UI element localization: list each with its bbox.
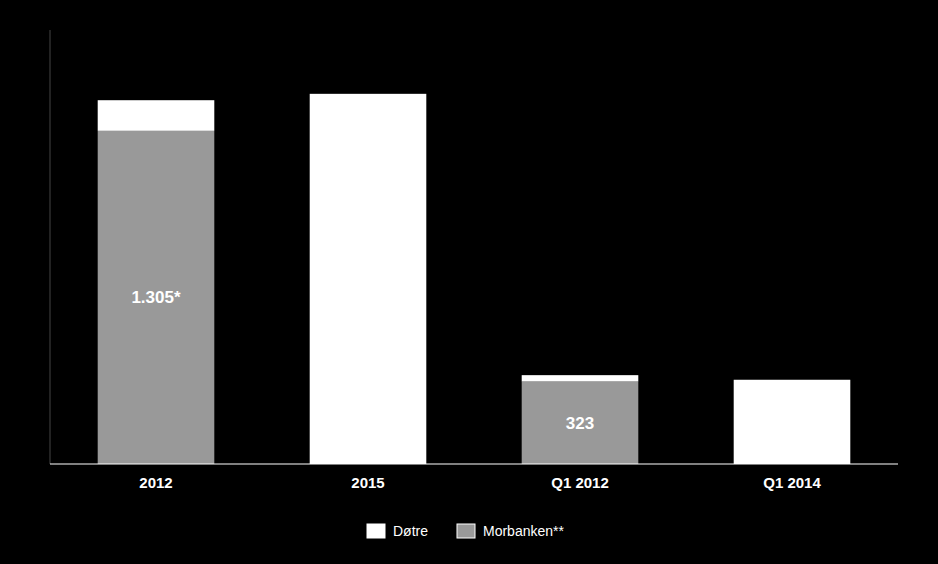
bar-segment xyxy=(522,382,639,464)
bar-segment xyxy=(522,375,639,381)
x-axis-line xyxy=(50,463,898,464)
legend-swatch xyxy=(457,524,475,538)
bar-segment xyxy=(734,380,851,464)
legend-swatch xyxy=(367,524,385,538)
bar-segment xyxy=(98,100,215,131)
legend: Døtre Morbanken** xyxy=(367,523,564,539)
bar-segment xyxy=(310,94,427,464)
data-labels: 1.305* 323 xyxy=(131,288,594,432)
background xyxy=(0,0,938,564)
legend-label: Døtre xyxy=(393,523,428,539)
y-axis-line xyxy=(50,30,51,464)
data-label: 323 xyxy=(566,414,594,433)
x-tick-label: 2015 xyxy=(351,474,384,491)
x-tick-label: Q1 2014 xyxy=(763,474,821,491)
chart-container: 1.305* 323 2012 2015 Q1 2012 Q1 2014 Døtre Morb… xyxy=(0,0,938,564)
bars xyxy=(98,94,851,464)
x-tick-label: Q1 2012 xyxy=(551,474,609,491)
legend-label: Morbanken** xyxy=(483,523,564,539)
chart-svg: 1.305* 323 2012 2015 Q1 2012 Q1 2014 Døtre Morb… xyxy=(0,0,938,564)
data-label: 1.305* xyxy=(131,288,181,307)
bar-segment xyxy=(98,131,215,464)
x-tick-label: 2012 xyxy=(139,474,172,491)
